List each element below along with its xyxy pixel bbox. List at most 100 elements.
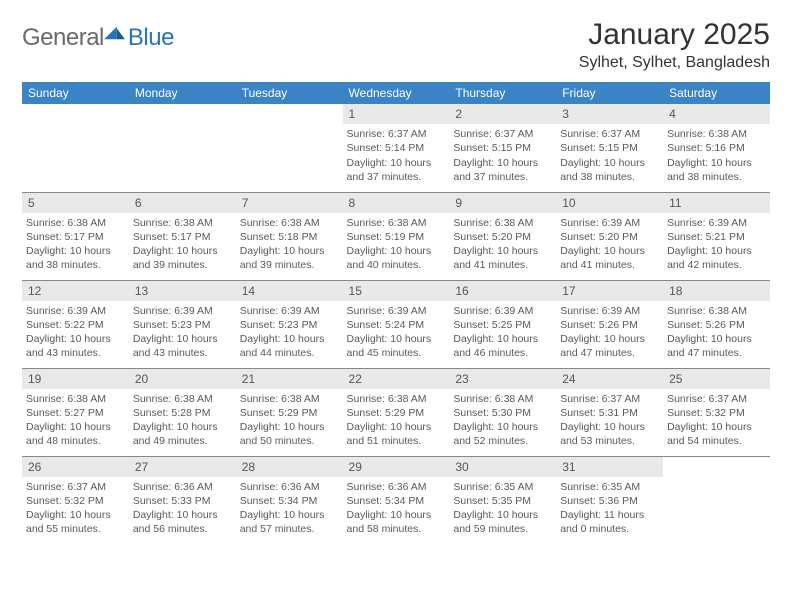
day-number: 17 xyxy=(556,281,663,301)
col-sat: Saturday xyxy=(663,82,770,104)
calendar-cell xyxy=(22,104,129,192)
day-details: Sunrise: 6:39 AMSunset: 5:21 PMDaylight:… xyxy=(667,216,766,273)
calendar-cell: 21 Sunrise: 6:38 AMSunset: 5:29 PMDayligh… xyxy=(236,368,343,456)
day-details: Sunrise: 6:38 AMSunset: 5:16 PMDaylight:… xyxy=(667,127,766,184)
calendar-cell: 10Sunrise: 6:39 AMSunset: 5:20 PMDayligh… xyxy=(556,192,663,280)
calendar-row: 5Sunrise: 6:38 AMSunset: 5:17 PMDaylight… xyxy=(22,192,770,280)
col-fri: Friday xyxy=(556,82,663,104)
day-number: 16 xyxy=(449,281,556,301)
calendar-row: 26 Sunrise: 6:37 AMSunset: 5:32 PMDayligh… xyxy=(22,456,770,544)
calendar-cell: 6 Sunrise: 6:38 AMSunset: 5:17 PMDaylight… xyxy=(129,192,236,280)
day-number: 9 xyxy=(449,193,556,213)
calendar-cell: 9 Sunrise: 6:38 AMSunset: 5:20 PMDaylight… xyxy=(449,192,556,280)
day-details: Sunrise: 6:39 AMSunset: 5:20 PMDaylight:… xyxy=(560,216,659,273)
day-number: 3 xyxy=(556,104,663,124)
day-number: 18 xyxy=(663,281,770,301)
day-details: Sunrise: 6:36 AMSunset: 5:34 PMDaylight:… xyxy=(347,480,446,537)
calendar-row: 19Sunrise: 6:38 AMSunset: 5:27 PMDayligh… xyxy=(22,368,770,456)
calendar-cell: 2 Sunrise: 6:37 AMSunset: 5:15 PMDaylight… xyxy=(449,104,556,192)
day-details: Sunrise: 6:37 AMSunset: 5:15 PMDaylight:… xyxy=(560,127,659,184)
day-number: 22 xyxy=(343,369,450,389)
day-details: Sunrise: 6:39 AMSunset: 5:23 PMDaylight:… xyxy=(240,304,339,361)
calendar-cell: 15 Sunrise: 6:39 AMSunset: 5:24 PMDayligh… xyxy=(343,280,450,368)
day-details: Sunrise: 6:39 AMSunset: 5:22 PMDaylight:… xyxy=(26,304,125,361)
day-number: 23 xyxy=(449,369,556,389)
calendar-row: 12 Sunrise: 6:39 AMSunset: 5:22 PMDayligh… xyxy=(22,280,770,368)
day-details: Sunrise: 6:38 AMSunset: 5:29 PMDaylight:… xyxy=(240,392,339,449)
calendar-cell: 25Sunrise: 6:37 AMSunset: 5:32 PMDayligh… xyxy=(663,368,770,456)
calendar-cell: 18 Sunrise: 6:38 AMSunset: 5:26 PMDayligh… xyxy=(663,280,770,368)
day-number: 20 xyxy=(129,369,236,389)
location-label: Sylhet, Sylhet, Bangladesh xyxy=(579,54,770,72)
day-number: 2 xyxy=(449,104,556,124)
calendar-cell: 13 Sunrise: 6:39 AMSunset: 5:23 PMDayligh… xyxy=(129,280,236,368)
day-number: 21 xyxy=(236,369,343,389)
calendar-cell: 1 Sunrise: 6:37 AMSunset: 5:14 PMDaylight… xyxy=(343,104,450,192)
day-number: 4 xyxy=(663,104,770,124)
day-details: Sunrise: 6:39 AMSunset: 5:26 PMDaylight:… xyxy=(560,304,659,361)
calendar-cell: 29Sunrise: 6:36 AMSunset: 5:34 PMDayligh… xyxy=(343,456,450,544)
day-details: Sunrise: 6:37 AMSunset: 5:14 PMDaylight:… xyxy=(347,127,446,184)
calendar-cell: 28Sunrise: 6:36 AMSunset: 5:34 PMDayligh… xyxy=(236,456,343,544)
day-number: 13 xyxy=(129,281,236,301)
day-details: Sunrise: 6:38 AMSunset: 5:20 PMDaylight:… xyxy=(453,216,552,273)
day-number: 30 xyxy=(449,457,556,477)
calendar-cell: 27 Sunrise: 6:36 AMSunset: 5:33 PMDayligh… xyxy=(129,456,236,544)
logo-text-general: General xyxy=(22,24,104,52)
day-number: 12 xyxy=(22,281,129,301)
day-number: 14 xyxy=(236,281,343,301)
calendar-cell: 22 Sunrise: 6:38 AMSunset: 5:29 PMDayligh… xyxy=(343,368,450,456)
day-details: Sunrise: 6:38 AMSunset: 5:29 PMDaylight:… xyxy=(347,392,446,449)
day-details: Sunrise: 6:37 AMSunset: 5:32 PMDaylight:… xyxy=(26,480,125,537)
day-details: Sunrise: 6:36 AMSunset: 5:34 PMDaylight:… xyxy=(240,480,339,537)
title-block: January 2025 Sylhet, Sylhet, Bangladesh xyxy=(579,18,770,72)
day-details: Sunrise: 6:38 AMSunset: 5:19 PMDaylight:… xyxy=(347,216,446,273)
calendar-cell: 17 Sunrise: 6:39 AMSunset: 5:26 PMDayligh… xyxy=(556,280,663,368)
col-mon: Monday xyxy=(129,82,236,104)
day-details: Sunrise: 6:38 AMSunset: 5:18 PMDaylight:… xyxy=(240,216,339,273)
calendar-cell: 16 Sunrise: 6:39 AMSunset: 5:25 PMDayligh… xyxy=(449,280,556,368)
calendar-cell: 31Sunrise: 6:35 AMSunset: 5:36 PMDayligh… xyxy=(556,456,663,544)
calendar-cell: 8Sunrise: 6:38 AMSunset: 5:19 PMDaylight… xyxy=(343,192,450,280)
calendar-cell: 26 Sunrise: 6:37 AMSunset: 5:32 PMDayligh… xyxy=(22,456,129,544)
day-number: 26 xyxy=(22,457,129,477)
calendar-cell xyxy=(663,456,770,544)
calendar-cell: 5 Sunrise: 6:38 AMSunset: 5:17 PMDaylight… xyxy=(22,192,129,280)
day-details: Sunrise: 6:36 AMSunset: 5:33 PMDaylight:… xyxy=(133,480,232,537)
col-tue: Tuesday xyxy=(236,82,343,104)
calendar-cell: 20Sunrise: 6:38 AMSunset: 5:28 PMDayligh… xyxy=(129,368,236,456)
logo: General Blue xyxy=(22,18,174,52)
day-number: 31 xyxy=(556,457,663,477)
day-number: 15 xyxy=(343,281,450,301)
day-number: 24 xyxy=(556,369,663,389)
day-number: 7 xyxy=(236,193,343,213)
day-details: Sunrise: 6:39 AMSunset: 5:25 PMDaylight:… xyxy=(453,304,552,361)
day-details: Sunrise: 6:38 AMSunset: 5:26 PMDaylight:… xyxy=(667,304,766,361)
logo-mark-icon xyxy=(104,23,126,41)
calendar-cell xyxy=(129,104,236,192)
day-details: Sunrise: 6:39 AMSunset: 5:24 PMDaylight:… xyxy=(347,304,446,361)
col-wed: Wednesday xyxy=(343,82,450,104)
day-number: 11 xyxy=(663,193,770,213)
day-details: Sunrise: 6:37 AMSunset: 5:15 PMDaylight:… xyxy=(453,127,552,184)
day-number: 1 xyxy=(343,104,450,124)
calendar-cell: 14 Sunrise: 6:39 AMSunset: 5:23 PMDayligh… xyxy=(236,280,343,368)
col-thu: Thursday xyxy=(449,82,556,104)
day-number: 27 xyxy=(129,457,236,477)
day-details: Sunrise: 6:37 AMSunset: 5:31 PMDaylight:… xyxy=(560,392,659,449)
page-title: January 2025 xyxy=(579,18,770,52)
header: General Blue January 2025 Sylhet, Sylhet… xyxy=(22,18,770,72)
day-details: Sunrise: 6:38 AMSunset: 5:17 PMDaylight:… xyxy=(26,216,125,273)
day-number: 6 xyxy=(129,193,236,213)
calendar-cell: 12 Sunrise: 6:39 AMSunset: 5:22 PMDayligh… xyxy=(22,280,129,368)
day-details: Sunrise: 6:39 AMSunset: 5:23 PMDaylight:… xyxy=(133,304,232,361)
calendar-cell: 24 Sunrise: 6:37 AMSunset: 5:31 PMDayligh… xyxy=(556,368,663,456)
day-details: Sunrise: 6:38 AMSunset: 5:27 PMDaylight:… xyxy=(26,392,125,449)
col-sun: Sunday xyxy=(22,82,129,104)
calendar-cell: 19Sunrise: 6:38 AMSunset: 5:27 PMDayligh… xyxy=(22,368,129,456)
calendar-cell: 23Sunrise: 6:38 AMSunset: 5:30 PMDayligh… xyxy=(449,368,556,456)
day-details: Sunrise: 6:38 AMSunset: 5:17 PMDaylight:… xyxy=(133,216,232,273)
calendar-cell: 30Sunrise: 6:35 AMSunset: 5:35 PMDayligh… xyxy=(449,456,556,544)
day-number: 5 xyxy=(22,193,129,213)
logo-text-blue: Blue xyxy=(128,24,174,52)
